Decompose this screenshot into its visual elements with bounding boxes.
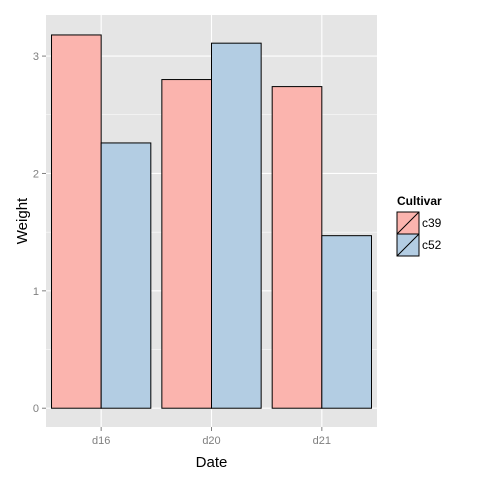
y-tick-label: 1 bbox=[33, 286, 39, 298]
bar-c52-d16 bbox=[100, 142, 152, 409]
y-tick-label: 3 bbox=[33, 51, 39, 63]
x-tick-label: d16 bbox=[92, 435, 110, 447]
x-tick-label: d20 bbox=[202, 435, 220, 447]
bar-c52-d21 bbox=[321, 235, 372, 409]
bars bbox=[51, 34, 372, 409]
legend: Cultivar c39 c52 bbox=[396, 194, 442, 257]
legend-key-slash bbox=[396, 233, 420, 257]
y-axis-title: Weight bbox=[14, 197, 31, 244]
legend-label-c52: c52 bbox=[422, 238, 442, 252]
legend-items: c39 c52 bbox=[396, 211, 442, 257]
bar-c39-d16 bbox=[51, 34, 102, 409]
x-axis: d16 d20 d21 bbox=[92, 427, 331, 447]
bar-c39-d21 bbox=[271, 86, 323, 409]
legend-label-c39: c39 bbox=[422, 216, 442, 230]
bar-c52-d20 bbox=[211, 42, 262, 409]
x-tick-label: d21 bbox=[313, 435, 331, 447]
y-axis: 0 1 2 3 bbox=[33, 51, 46, 415]
bar-c39-d20 bbox=[161, 79, 213, 409]
y-tick-label: 2 bbox=[33, 168, 39, 180]
y-tick-label: 0 bbox=[33, 403, 39, 415]
legend-key-slash bbox=[396, 211, 420, 235]
x-axis-title: Date bbox=[196, 454, 228, 471]
legend-title: Cultivar bbox=[397, 194, 442, 208]
